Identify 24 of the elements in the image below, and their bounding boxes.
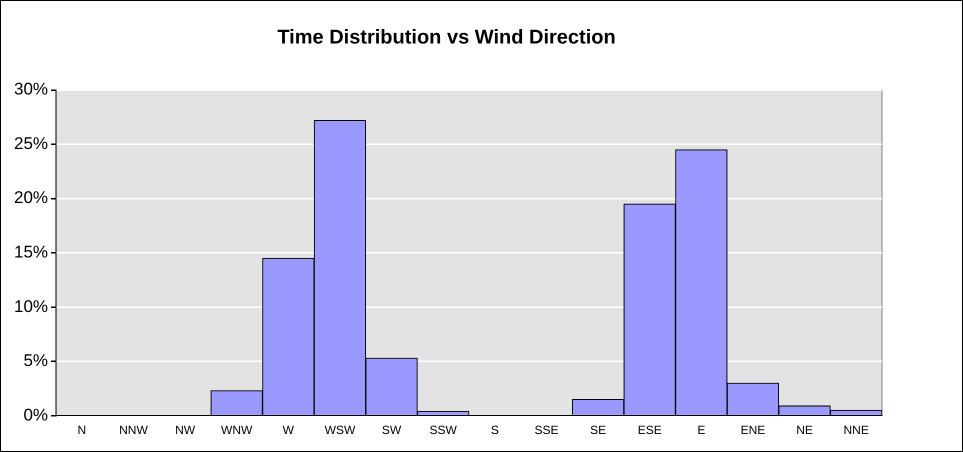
y-tick-label: 5% [23, 351, 48, 370]
x-tick-label: ESE [638, 423, 662, 438]
y-tick-label: 0% [23, 405, 48, 424]
x-tick-label: SSE [534, 423, 558, 438]
x-tick-label: NNE [844, 423, 869, 438]
x-tick-label: SE [590, 423, 606, 438]
x-tick-label: WNW [221, 423, 254, 438]
y-tick-label: 25% [14, 134, 48, 153]
chart-title: Time Distribution vs Wind Direction [277, 26, 616, 49]
x-tick-label: NNW [119, 423, 148, 438]
x-tick-label: N [78, 423, 86, 438]
y-tick-label: 30% [14, 80, 48, 99]
x-tick-label: SSW [430, 423, 458, 438]
x-tick-label: W [282, 423, 295, 438]
x-tick-label: NW [175, 423, 196, 438]
x-tick-label: E [697, 423, 706, 438]
x-tick-label: ENE [740, 423, 766, 438]
x-tick-label: WSW [324, 423, 356, 438]
y-tick-label: 10% [14, 296, 48, 316]
y-tick-label: 20% [14, 188, 48, 208]
x-tick-label: NE [796, 423, 813, 438]
x-tick-label: S [490, 423, 499, 438]
x-tick-label: SW [382, 423, 402, 438]
y-tick-label: 15% [14, 242, 48, 262]
